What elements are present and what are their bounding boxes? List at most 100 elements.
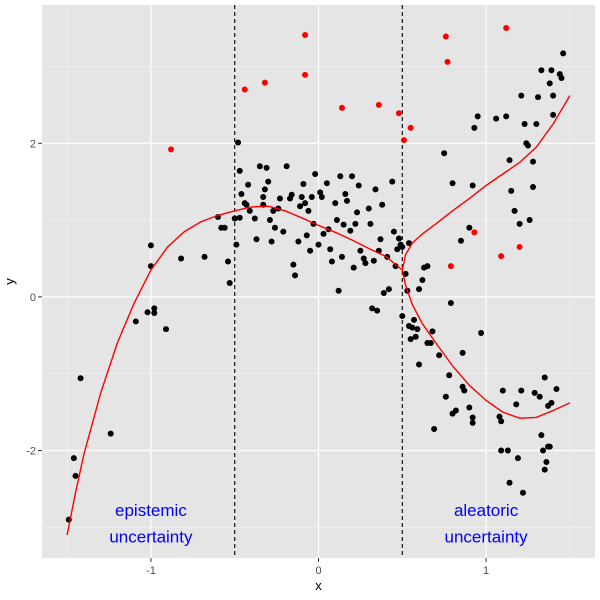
data-point-black — [377, 236, 384, 243]
data-point-black — [367, 220, 374, 227]
data-point-black — [380, 290, 387, 297]
data-point-black — [416, 286, 423, 293]
data-point-black — [283, 163, 290, 170]
data-point-black — [504, 447, 511, 454]
annotation-label: uncertainty — [444, 528, 528, 547]
data-point-black — [245, 181, 252, 188]
data-point-black — [201, 253, 208, 260]
data-point-black — [303, 232, 310, 239]
data-point-black — [163, 326, 170, 333]
data-point-black — [546, 443, 553, 450]
data-point-black — [541, 466, 548, 473]
data-point-black — [412, 333, 419, 340]
data-point-black — [337, 173, 344, 180]
data-point-black — [362, 260, 369, 267]
data-point-black — [560, 50, 567, 57]
data-point-red — [261, 79, 268, 86]
data-point-black — [457, 237, 464, 244]
data-point-black — [308, 194, 315, 201]
data-point-black — [235, 139, 242, 146]
data-point-black — [360, 255, 367, 262]
data-point-red — [471, 229, 478, 236]
data-point-black — [392, 263, 399, 270]
data-point-black — [323, 180, 330, 187]
data-point-black — [370, 257, 377, 264]
data-point-black — [506, 157, 513, 164]
data-point-black — [270, 207, 277, 214]
data-point-black — [442, 393, 449, 400]
data-point-black — [271, 224, 278, 231]
data-point-black — [355, 182, 362, 189]
data-point-black — [236, 167, 243, 174]
data-point-black — [452, 407, 459, 414]
data-point-black — [178, 255, 185, 262]
data-point-black — [506, 479, 513, 486]
data-point-black — [498, 447, 505, 454]
y-axis-title: y — [2, 278, 17, 285]
data-point-black — [233, 241, 240, 248]
data-point-black — [298, 194, 305, 201]
data-point-black — [533, 121, 540, 128]
data-point-black — [312, 170, 319, 177]
data-point-black — [268, 238, 275, 245]
data-point-black — [405, 240, 412, 247]
data-point-black — [132, 318, 139, 325]
data-point-black — [461, 387, 468, 394]
data-point-black — [307, 247, 314, 254]
data-point-black — [524, 142, 531, 149]
data-point-black — [409, 324, 416, 331]
data-point-black — [352, 220, 359, 227]
data-point-black — [302, 200, 309, 207]
annotation-label: aleatoric — [454, 501, 519, 520]
data-point-black — [550, 92, 557, 99]
data-point-black — [553, 386, 560, 393]
data-point-black — [320, 230, 327, 237]
data-point-black — [335, 287, 342, 294]
data-point-black — [548, 67, 555, 74]
data-point-black — [414, 326, 421, 333]
data-point-black — [265, 178, 272, 185]
data-point-black — [369, 305, 376, 312]
data-point-black — [276, 195, 283, 202]
data-point-red — [302, 71, 309, 78]
data-point-black — [511, 207, 518, 214]
data-point-black — [436, 352, 443, 359]
data-point-black — [427, 339, 434, 346]
data-point-black — [231, 215, 238, 222]
data-point-black — [531, 389, 538, 396]
data-point-black — [478, 329, 485, 336]
data-point-black — [529, 184, 536, 191]
x-tick-label: 1 — [483, 565, 489, 577]
data-point-red — [241, 86, 248, 93]
annotation-label: uncertainty — [109, 528, 193, 547]
data-point-black — [546, 80, 553, 87]
data-point-red — [442, 33, 449, 40]
data-point-black — [350, 264, 357, 271]
data-point-red — [498, 253, 505, 260]
data-point-black — [390, 228, 397, 235]
data-point-black — [328, 258, 335, 265]
data-point-black — [327, 246, 334, 253]
data-point-black — [221, 224, 228, 231]
data-point-black — [536, 393, 543, 400]
y-tick-label: 2 — [30, 138, 36, 150]
data-point-black — [261, 186, 268, 193]
data-point-black — [225, 258, 232, 265]
data-point-black — [535, 94, 542, 101]
data-point-black — [347, 227, 354, 234]
data-point-black — [471, 124, 478, 131]
data-point-black — [263, 164, 270, 171]
data-point-black — [548, 399, 555, 406]
data-point-black — [399, 313, 406, 320]
data-point-black — [144, 309, 151, 316]
data-point-black — [416, 361, 423, 368]
data-point-black — [318, 194, 325, 201]
data-point-black — [446, 372, 453, 379]
data-point-black — [521, 121, 528, 128]
data-point-red — [503, 25, 510, 32]
annotations: epistemic uncertainty aleatoric uncertainty — [109, 501, 528, 547]
data-point-black — [305, 207, 312, 214]
data-point-black — [253, 236, 260, 243]
data-point-black — [503, 113, 510, 120]
data-point-black — [77, 375, 84, 382]
